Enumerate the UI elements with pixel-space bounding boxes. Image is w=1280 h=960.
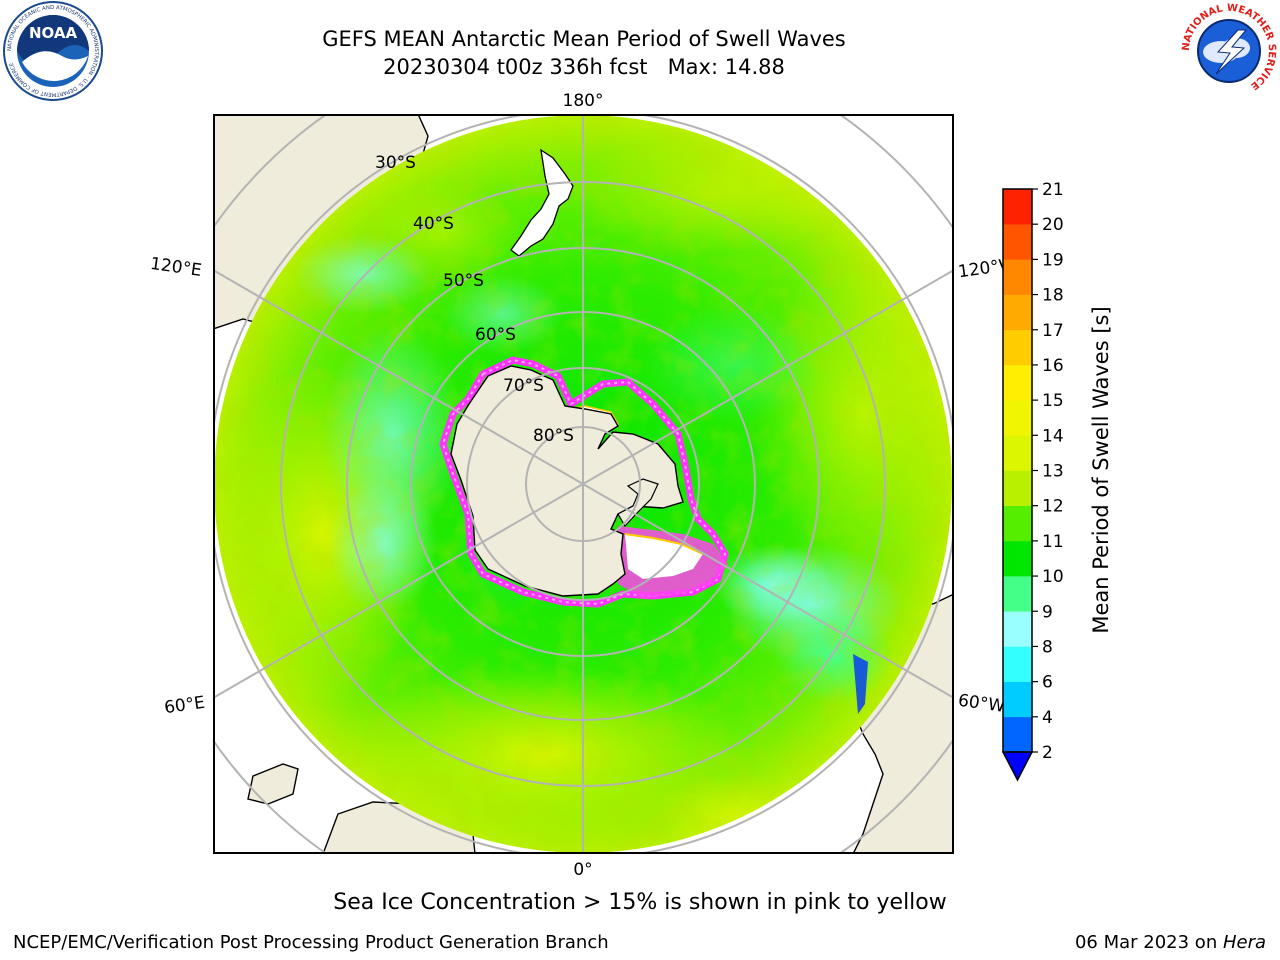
colorbar-tick-label: 18 <box>1042 286 1064 306</box>
lat-label-50s: 50°S <box>443 271 484 291</box>
colorbar-segment <box>1003 294 1032 331</box>
colorbar-segment <box>1003 576 1032 612</box>
lon-label-120e: 120°E <box>149 254 203 281</box>
colorbar-tick-label: 19 <box>1042 250 1064 270</box>
colorbar-tick-label: 9 <box>1042 602 1053 622</box>
lat-label-60s: 60°S <box>475 325 516 345</box>
sea-ice-footnote: Sea Ice Concentration > 15% is shown in … <box>333 890 947 915</box>
run-date-credit: 06 Mar 2023 on Hera <box>1075 932 1266 953</box>
colorbar-tick-label: 10 <box>1042 567 1064 587</box>
run-host: Hera <box>1222 932 1266 953</box>
colorbar-segment <box>1003 364 1032 401</box>
colorbar-segment <box>1003 329 1032 366</box>
nws-logo-icon: NATIONAL WEATHER SERVICE <box>1180 2 1278 100</box>
lat-label-30s: 30°S <box>375 153 416 173</box>
colorbar-tick-label: 8 <box>1042 637 1053 657</box>
colorbar-segment <box>1003 470 1032 506</box>
colorbar-segment <box>1003 435 1032 471</box>
colorbar-segment <box>1003 681 1032 718</box>
colorbar-tick-label: 16 <box>1042 356 1064 376</box>
colorbar-segment <box>1003 400 1032 436</box>
colorbar-tick-label: 20 <box>1042 215 1064 235</box>
lon-label-180: 180° <box>563 91 604 111</box>
colorbar-tick-label: 13 <box>1042 462 1064 482</box>
colorbar-segment <box>1003 224 1032 260</box>
colorbar-tick-label: 14 <box>1042 426 1064 446</box>
forecast-subtitle: 20230304 t00z 336h fcst Max: 14.88 <box>383 55 785 79</box>
colorbar-segment <box>1003 259 1032 295</box>
colorbar-ticks: 2 4 6 8 9 10 11 12 13 14 15 16 17 18 19 20 21 <box>1032 180 1064 763</box>
colorbar: 2 4 6 8 9 10 11 12 13 14 15 16 17 18 19 20 21 Mean Perio… <box>1001 180 1113 782</box>
colorbar-tick-label: 2 <box>1042 743 1053 763</box>
lat-label-40s: 40°S <box>413 214 454 234</box>
polar-map: 30°S 40°S 50°S 60°S 70°S 80°S <box>213 114 954 854</box>
lat-label-80s: 80°S <box>533 426 574 446</box>
colorbar-tick-label: 4 <box>1042 708 1053 728</box>
colorbar-under-triangle <box>1001 751 1034 782</box>
colorbar-segment <box>1003 646 1032 682</box>
colorbar-segment <box>1003 505 1032 542</box>
colorbar-tick-label: 6 <box>1042 673 1053 693</box>
run-date-text: 06 Mar 2023 on <box>1074 932 1223 953</box>
madagascar-land <box>247 763 299 805</box>
colorbar-segments <box>1001 188 1034 782</box>
map-frame <box>213 114 954 854</box>
colorbar-title: Mean Period of Swell Waves [s] <box>1089 306 1113 633</box>
lon-label-60e: 60°E <box>163 693 206 718</box>
colorbar-segment <box>1003 540 1032 577</box>
colorbar-tick-label: 12 <box>1042 497 1064 517</box>
lon-label-0: 0° <box>573 860 592 880</box>
noaa-logo-icon: NOAA NATIONAL OCEANIC AND ATMOSPHERIC AD… <box>3 1 103 101</box>
graticule <box>213 114 954 854</box>
longitude-labels: 180° 0° 120°E 120°W 60°E 60°W <box>149 91 1017 880</box>
colorbar-tick-label: 21 <box>1042 180 1064 200</box>
noaa-logo-text: NOAA <box>29 24 78 42</box>
colorbar-tick-label: 11 <box>1042 532 1064 552</box>
colorbar-tick-label: 17 <box>1042 321 1064 341</box>
producer-credit: NCEP/EMC/Verification Post Processing Pr… <box>13 932 609 953</box>
colorbar-tick-label: 15 <box>1042 391 1064 411</box>
colorbar-segment <box>1003 611 1032 647</box>
page-title: GEFS MEAN Antarctic Mean Period of Swell… <box>322 27 846 51</box>
colorbar-segment <box>1003 716 1032 753</box>
lat-label-70s: 70°S <box>503 376 544 396</box>
colorbar-segment <box>1003 189 1032 225</box>
